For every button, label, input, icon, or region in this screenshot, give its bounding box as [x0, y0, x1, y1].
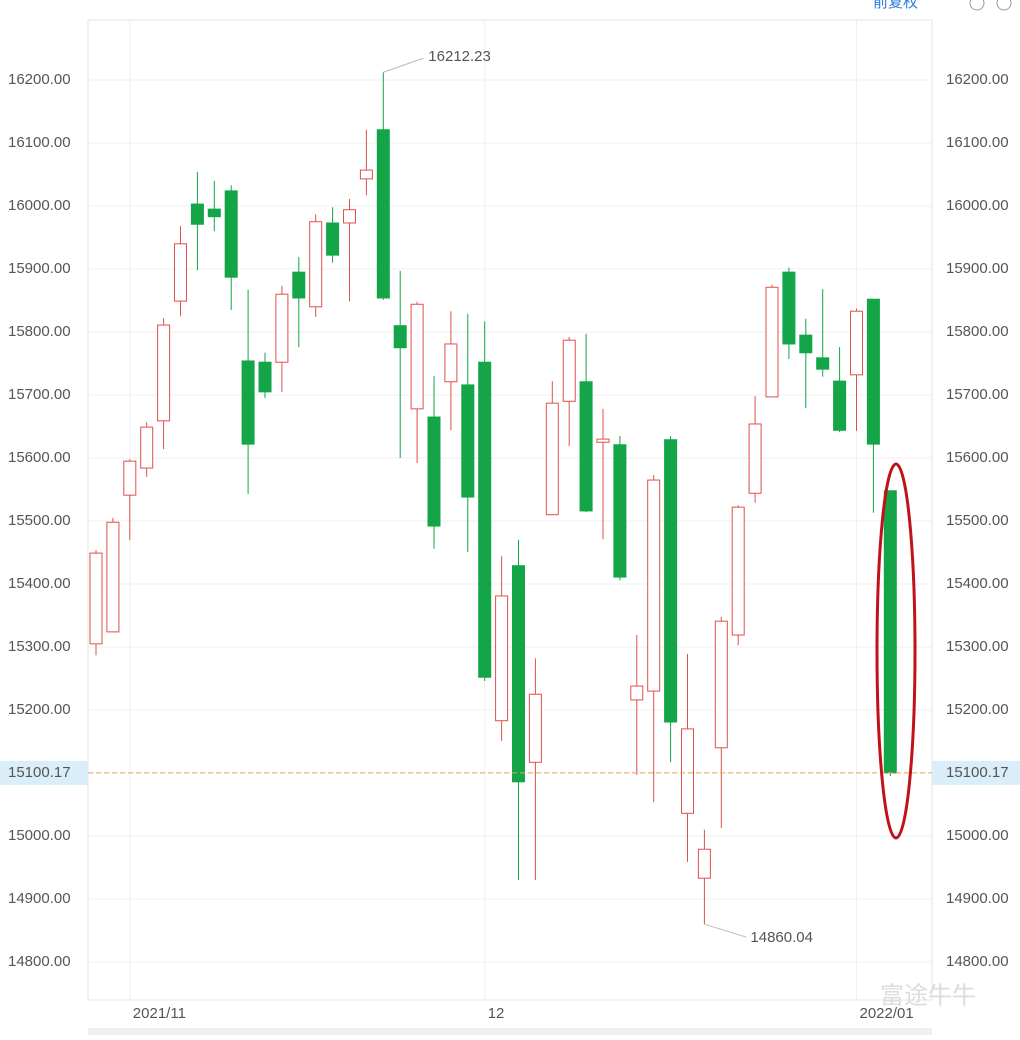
- candle-body: [157, 324, 171, 422]
- min-leader: [704, 923, 747, 938]
- y-tick-label-right: 15200.00: [946, 701, 1009, 718]
- candle-body: [174, 243, 187, 302]
- candle-body: [816, 357, 830, 370]
- y-tick-label: 15300.00: [8, 638, 71, 655]
- plot-frame: [87, 19, 933, 1001]
- y-tick-label-right: 16100.00: [946, 134, 1009, 151]
- y-tick-label-right: 15500.00: [946, 512, 1009, 529]
- y-tick-label: 15500.00: [8, 512, 71, 529]
- candle-body: [190, 203, 204, 225]
- max-label: 16212.23: [428, 48, 491, 65]
- candle-body: [258, 361, 272, 393]
- y-tick-label: 15000.00: [8, 827, 71, 844]
- candle-body: [731, 506, 745, 636]
- candle-body: [512, 565, 525, 783]
- candle-body: [309, 221, 323, 308]
- candle-body: [224, 190, 238, 278]
- y-tick-label-right: 15900.00: [946, 260, 1009, 277]
- min-label: 14860.04: [750, 929, 813, 946]
- y-tick-label-right: 15400.00: [946, 575, 1009, 592]
- y-tick-label-right: 16200.00: [946, 71, 1009, 88]
- candle-body: [613, 444, 627, 578]
- candle-body: [359, 169, 373, 180]
- candle-body: [782, 271, 796, 345]
- y-tick-label: 15400.00: [8, 575, 71, 592]
- candle-body: [562, 339, 576, 402]
- candle-body: [545, 402, 559, 516]
- candle-body: [393, 325, 407, 349]
- y-tick-label: 16100.00: [8, 134, 71, 151]
- candle-body: [427, 416, 441, 527]
- adjust-label[interactable]: 前复权: [873, 0, 918, 11]
- x-tick-label: 2021/11: [133, 1005, 186, 1022]
- y-tick-label: 16000.00: [8, 197, 71, 214]
- y-tick-label: 15800.00: [8, 323, 71, 340]
- y-tick-label-right: 14800.00: [946, 953, 1009, 970]
- last-price-box: [0, 760, 88, 785]
- candle-body: [461, 384, 475, 498]
- candle-body: [579, 381, 593, 512]
- candle-body: [444, 343, 458, 383]
- candle-body: [630, 685, 644, 701]
- last-price-box-right: [932, 760, 1020, 785]
- candle-body: [799, 334, 813, 354]
- candle-body: [376, 129, 390, 299]
- candle-body: [106, 521, 120, 633]
- y-tick-label-right: 15700.00: [946, 386, 1009, 403]
- x-tick-label: 2022/01: [860, 1005, 914, 1022]
- candle-body: [765, 286, 779, 398]
- y-tick-label: 15600.00: [8, 449, 71, 466]
- y-tick-label-right: 15800.00: [946, 323, 1009, 340]
- candle-body: [714, 620, 728, 749]
- y-tick-label: 14900.00: [8, 890, 71, 907]
- candle-body: [850, 310, 863, 376]
- candle-body: [664, 439, 678, 723]
- y-tick-label-right: 15000.00: [946, 827, 1009, 844]
- candle-body: [326, 222, 340, 256]
- y-tick-label: 15200.00: [8, 701, 71, 718]
- plot: 14800.00 14800.00 14900.00 14900.00 15000.00…: [0, 20, 1020, 1022]
- watermark: 富途牛牛: [880, 982, 976, 1009]
- candle-body: [123, 460, 137, 496]
- candle-body: [528, 693, 542, 763]
- candle-body: [883, 490, 897, 774]
- candle-body: [681, 728, 694, 814]
- candle-body: [241, 360, 255, 445]
- candle-body: [833, 380, 847, 431]
- candle-body: [292, 271, 306, 299]
- x-tick-label: 12: [488, 1005, 505, 1022]
- zoom-in-button[interactable]: [996, 0, 1012, 11]
- scrollbar[interactable]: [88, 1028, 932, 1035]
- last-price-label-right: 15100.17: [946, 764, 1009, 781]
- candle-body: [647, 479, 661, 692]
- candle-body: [697, 848, 711, 879]
- zoom-out-button[interactable]: [969, 0, 985, 11]
- y-tick-label-right: 14900.00: [946, 890, 1009, 907]
- y-tick-label: 14800.00: [8, 953, 71, 970]
- candle-body: [596, 438, 610, 443]
- candle-body: [275, 293, 289, 363]
- last-price-label: 15100.17: [8, 764, 71, 781]
- candle-body: [140, 426, 154, 469]
- highlight-ellipse: [875, 462, 917, 840]
- candle-body: [748, 423, 762, 494]
- candle-body: [343, 209, 356, 224]
- candle-body: [410, 303, 424, 410]
- y-tick-label: 15900.00: [8, 260, 71, 277]
- candle-body: [866, 298, 880, 445]
- max-leader: [383, 57, 424, 73]
- y-tick-label-right: 16000.00: [946, 197, 1009, 214]
- candle-body: [89, 552, 103, 645]
- y-tick-label: 16200.00: [8, 71, 71, 88]
- y-tick-label-right: 15600.00: [946, 449, 1009, 466]
- candle-body: [495, 595, 509, 722]
- y-tick-label: 15700.00: [8, 386, 71, 403]
- candle-body: [207, 208, 221, 218]
- y-tick-label-right: 15300.00: [946, 638, 1009, 655]
- candle-body: [478, 361, 492, 678]
